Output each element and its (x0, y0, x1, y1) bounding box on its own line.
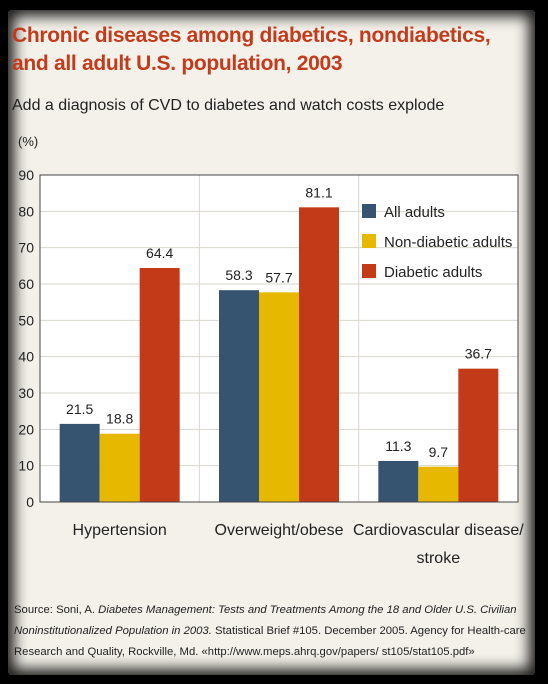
y-tick-label: 10 (18, 458, 34, 474)
y-tick-label: 90 (18, 167, 34, 183)
bar (219, 290, 259, 502)
data-label: 11.3 (385, 438, 411, 454)
source-italic: Diabetes Management: Tests and Treatment… (14, 604, 517, 637)
legend-swatch (362, 234, 376, 248)
category-label: Hypertension (73, 522, 167, 539)
bar (458, 368, 499, 502)
legend-label: Diabetic adults (384, 264, 482, 281)
y-tick-label: 50 (18, 312, 34, 328)
y-tick-label: 20 (18, 421, 34, 437)
data-label: 36.7 (465, 346, 492, 362)
plot-frame (39, 174, 519, 503)
data-label: 18.8 (106, 411, 133, 427)
y-tick-label: 70 (18, 240, 34, 256)
legend-swatch (362, 204, 376, 218)
chart-subtitle: Add a diagnosis of CVD to diabetes and w… (12, 97, 445, 114)
data-label: 58.3 (225, 267, 252, 283)
y-axis-unit: (%) (18, 134, 39, 149)
data-label: 9.7 (429, 444, 449, 460)
category-label: Cardiovascular disease/ (353, 522, 524, 539)
chart-title: Chronic diseases among diabetics, nondia… (12, 24, 491, 75)
bar (378, 460, 419, 502)
data-label: 21.5 (66, 401, 93, 417)
y-tick-label: 80 (18, 203, 34, 219)
bar (139, 268, 180, 502)
bar-chart: 0 10 20 30 40 50 60 70 80 90 21.5 18.8 64.4 Hypertens… (18, 167, 524, 567)
source-note: Source: Soni, A. Diabetes Management: Te… (14, 600, 529, 663)
bar (299, 207, 339, 502)
source-prefix: Source: Soni, A. (14, 604, 99, 616)
bar (259, 292, 299, 502)
bar (59, 423, 100, 502)
bar (418, 466, 459, 502)
y-tick-label: 40 (18, 349, 34, 365)
bar (99, 433, 140, 502)
category-label: Overweight/obese (215, 522, 344, 539)
y-tick-label: 0 (26, 494, 34, 510)
legend-label: Non-diabetic adults (384, 234, 512, 251)
data-label: 57.7 (265, 269, 292, 285)
legend-label: All adults (384, 204, 445, 221)
legend-swatch (362, 264, 376, 278)
y-tick-label: 60 (18, 276, 34, 292)
source-suffix: Statistical Brief #105. December 2005. A… (14, 625, 526, 658)
y-tick-label: 30 (18, 385, 34, 401)
data-label: 81.1 (305, 184, 332, 200)
category-label: stroke (417, 550, 461, 567)
data-label: 64.4 (146, 245, 173, 261)
